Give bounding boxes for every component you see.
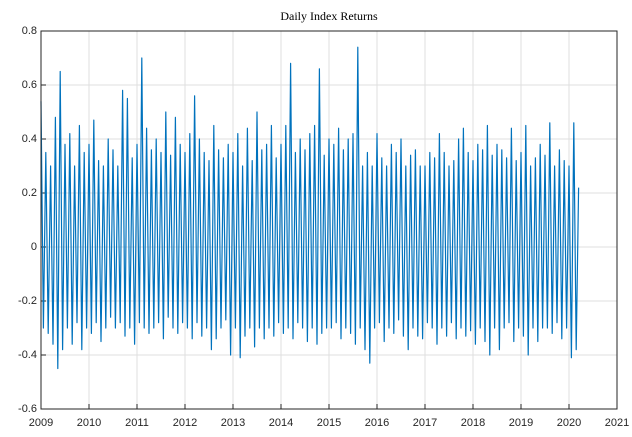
- y-tick-label: 0.8: [22, 25, 37, 37]
- y-tick-label: 0: [31, 241, 37, 253]
- x-tick-label: 2014: [269, 417, 293, 429]
- x-tick-label: 2017: [413, 417, 437, 429]
- y-tick-label: -0.4: [18, 349, 37, 361]
- data-line: [40, 46, 580, 370]
- x-tick-label: 2009: [29, 417, 53, 429]
- y-tick-label: 0.2: [22, 187, 37, 199]
- x-tick-label: 2021: [605, 417, 629, 429]
- y-tick-label: 0.4: [22, 133, 37, 145]
- chart-title: Daily Index Returns: [280, 9, 378, 23]
- x-tick-label: 2012: [173, 417, 197, 429]
- axes-box: [40, 30, 618, 410]
- x-tick-label: 2016: [365, 417, 389, 429]
- x-tick-label: 2010: [77, 417, 101, 429]
- x-tick-label: 2011: [125, 417, 149, 429]
- x-tick-label: 2018: [461, 417, 485, 429]
- x-tick-label: 2020: [557, 417, 581, 429]
- x-tick-label: 2013: [221, 417, 245, 429]
- y-tick-label: -0.6: [18, 403, 37, 415]
- x-tick-label: 2015: [317, 417, 341, 429]
- x-tick-label: 2019: [509, 417, 533, 429]
- y-tick-label: 0.6: [22, 79, 37, 91]
- y-tick-label: -0.2: [18, 295, 37, 307]
